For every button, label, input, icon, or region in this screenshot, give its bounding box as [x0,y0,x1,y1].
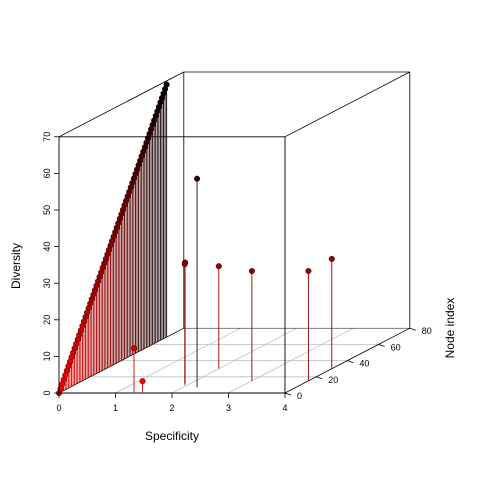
data-point [215,263,222,270]
y-tick-label: 80 [422,326,432,336]
x-axis-title: Specificity [145,429,199,443]
y-tick-label: 20 [328,375,338,385]
data-point [181,261,188,268]
y-tick-mark [284,392,292,396]
floor-grid [90,327,379,394]
y-tick-label: 60 [391,342,401,352]
z-tick-label: 20 [42,315,52,325]
data-points [56,81,335,397]
z-tick-label: 0 [42,390,52,395]
z-tick-label: 40 [42,242,52,252]
data-point [139,378,146,385]
x-tick-label: 1 [113,403,118,413]
z-tick-label: 60 [42,168,52,178]
y-tick-mark [347,360,354,363]
y-tick-mark [316,376,323,380]
z-tick-label: 30 [42,278,52,288]
box-edge [284,71,410,138]
y-axis-title: Node index [443,298,457,359]
z-axis-title: Diversity [9,243,23,289]
y-tick-label: 40 [359,359,369,369]
box-back-edges [58,71,411,394]
z-tick-label: 10 [42,351,52,361]
data-point [194,175,201,182]
x-tick-label: 2 [169,403,174,413]
data-point [328,255,335,262]
x-tick-label: 3 [226,403,231,413]
box-edge [58,71,184,138]
data-point [305,268,312,275]
y-tick-mark [378,344,385,347]
x-tick-label: 0 [56,403,61,413]
x-tick-label: 4 [282,403,287,413]
y-tick-label: 0 [297,391,302,401]
data-point [248,268,255,275]
z-tick-label: 70 [42,132,52,142]
data-point [131,345,138,352]
z-tick-label: 50 [42,205,52,215]
y-tick-mark [409,327,416,331]
